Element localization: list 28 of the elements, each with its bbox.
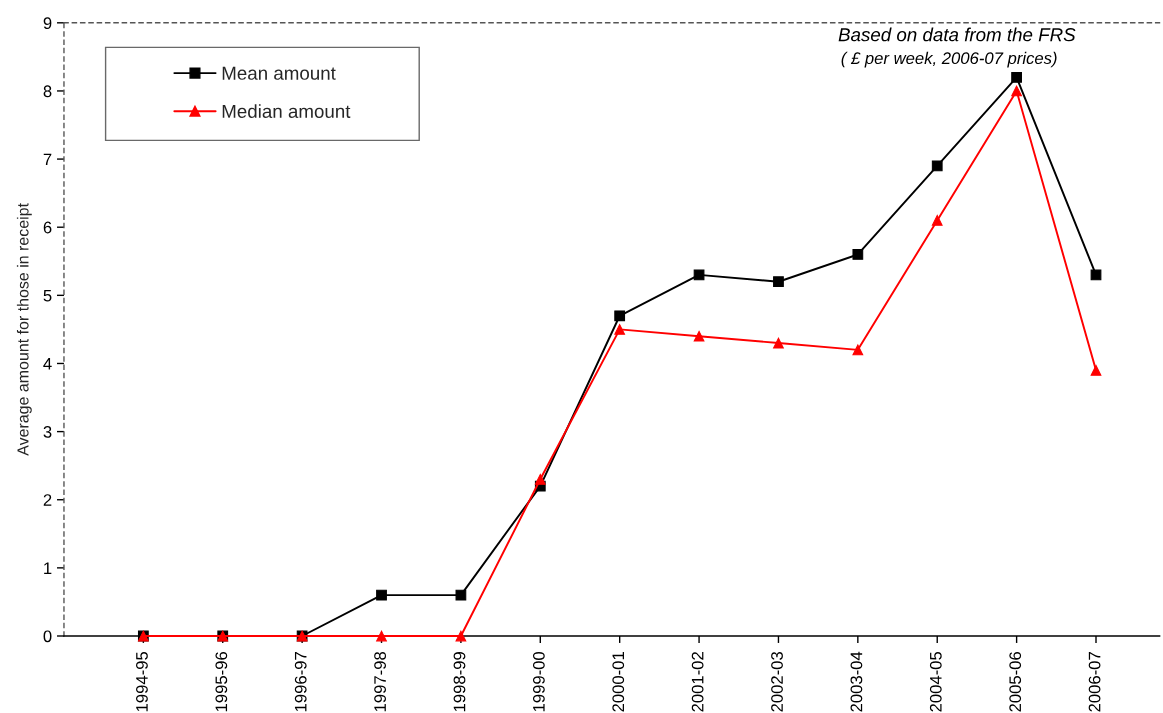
legend-label: Median amount (222, 104, 351, 118)
y-tick-label: 9 (43, 17, 52, 30)
y-tick-label: 0 (43, 630, 52, 643)
annotation: ( £ per week, 2006-07 prices) (841, 51, 1057, 68)
y-tick-label: 5 (43, 289, 52, 302)
legend-label: Mean amount (222, 66, 336, 80)
y-tick-label: 1 (44, 562, 52, 574)
x-tick-label: 1995-96 (215, 652, 228, 712)
x-tick-label: 2001-02 (691, 652, 704, 712)
y-tick-label: 4 (43, 358, 52, 370)
x-tick-label: 1998-99 (453, 652, 466, 712)
y-axis-title: Average amount for those in receipt (16, 203, 32, 456)
x-tick-label: 2006-07 (1088, 652, 1101, 712)
y-tick-label: 3 (43, 426, 52, 438)
annotation: Based on data from the FRS (838, 27, 1076, 42)
x-tick-label: 1996-97 (294, 652, 307, 712)
y-tick-label: 2 (43, 494, 52, 506)
x-tick-label: 2000-01 (612, 652, 625, 712)
x-tick-label: 2005-06 (1009, 652, 1022, 712)
x-tick-label: 2004-05 (929, 651, 942, 712)
x-tick-label: 2003-04 (850, 651, 863, 712)
y-tick-label: 8 (43, 85, 52, 98)
y-tick-label: 6 (43, 221, 52, 234)
x-tick-label: 1997-98 (374, 651, 386, 712)
x-tick-label: 1994-95 (136, 651, 148, 712)
x-tick-label: 2002-03 (771, 652, 783, 712)
x-tick-label: 1999-00 (532, 651, 545, 712)
y-tick-label: 7 (43, 153, 52, 166)
